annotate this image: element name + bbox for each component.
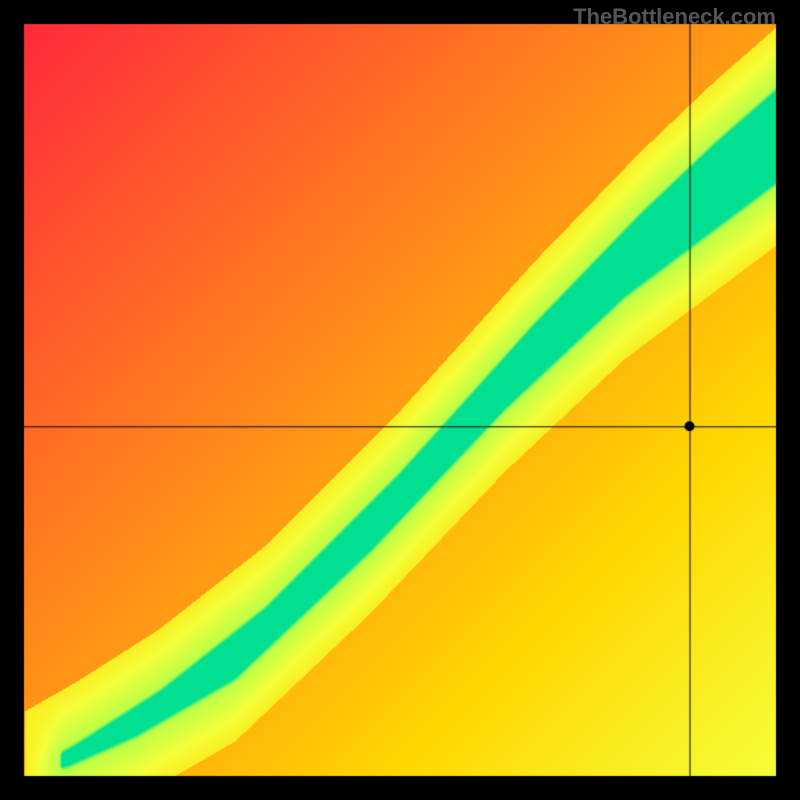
bottleneck-heatmap (0, 0, 800, 800)
watermark-text: TheBottleneck.com (573, 4, 776, 30)
chart-container: TheBottleneck.com (0, 0, 800, 800)
